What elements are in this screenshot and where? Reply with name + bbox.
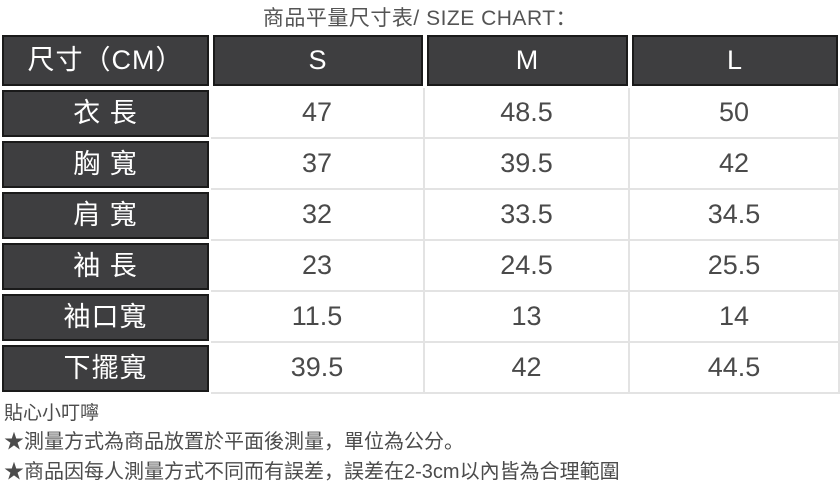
header-size-s: S: [213, 35, 423, 86]
size-value: 39.5: [211, 343, 425, 394]
row-label-sleeve-length: 袖 長: [2, 243, 209, 290]
page-title: 商品平量尺寸表/ SIZE CHART：: [262, 6, 578, 30]
size-value: 24.5: [425, 241, 630, 292]
size-value: 37: [211, 139, 425, 190]
size-value: 11.5: [211, 292, 425, 343]
size-value: 47: [211, 88, 425, 139]
row-label-cuff-width: 袖口寬: [2, 294, 209, 341]
size-value: 48.5: [425, 88, 630, 139]
note-line-tolerance: ★商品因每人測量方式不同而有誤差，誤差在2-3cm以內皆為合理範圍: [4, 461, 620, 483]
row-label-garment-length: 衣 長: [2, 90, 209, 137]
row-label-shoulder-width: 肩 寬: [2, 192, 209, 239]
header-dimension-label: 尺寸（CM）: [2, 35, 209, 86]
notes-section: 貼心小叮嚀 ★測量方式為商品放置於平面後測量，單位為公分。 ★商品因每人測量方式…: [0, 394, 840, 487]
size-value: 42: [425, 343, 630, 394]
notes-heading: 貼心小叮嚀: [4, 403, 100, 424]
size-value: 25.5: [630, 241, 840, 292]
size-value: 50: [630, 88, 840, 139]
size-value: 33.5: [425, 190, 630, 241]
size-value: 32: [211, 190, 425, 241]
size-value: 44.5: [630, 343, 840, 394]
size-value: 42: [630, 139, 840, 190]
note-line-measure-method: ★測量方式為商品放置於平面後測量，單位為公分。: [4, 431, 464, 453]
header-size-l: L: [632, 35, 838, 86]
size-value: 34.5: [630, 190, 840, 241]
size-table: 尺寸（CM） S M L 衣 長 47 48.5 50 胸 寬 37 39.5 …: [0, 33, 840, 394]
size-value: 13: [425, 292, 630, 343]
size-value: 39.5: [425, 139, 630, 190]
header-size-m: M: [427, 35, 628, 86]
size-value: 23: [211, 241, 425, 292]
row-label-hem-width: 下擺寬: [2, 345, 209, 392]
row-label-chest-width: 胸 寬: [2, 141, 209, 188]
size-value: 14: [630, 292, 840, 343]
